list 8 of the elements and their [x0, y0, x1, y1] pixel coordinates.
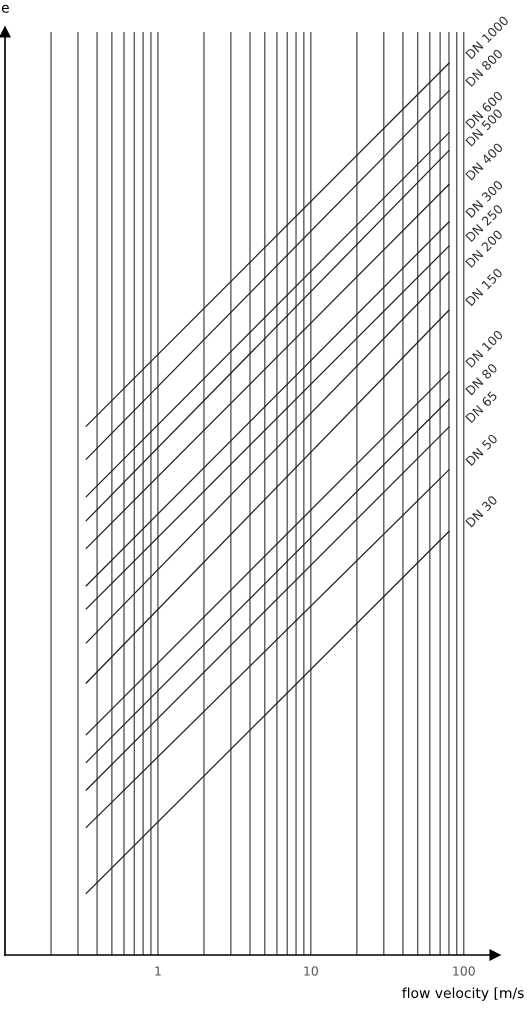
- text: DN 150: [465, 267, 504, 307]
- text: DN 30: [465, 494, 498, 528]
- text: DN 50: [465, 433, 499, 467]
- x-tick-label: 100: [453, 966, 475, 976]
- x-tick-label: 1: [155, 966, 161, 976]
- x-axis-title: flow velocity [m/s: [402, 987, 524, 1001]
- x-tick-label: 10: [304, 966, 318, 976]
- y-axis-title: e: [1, 4, 9, 13]
